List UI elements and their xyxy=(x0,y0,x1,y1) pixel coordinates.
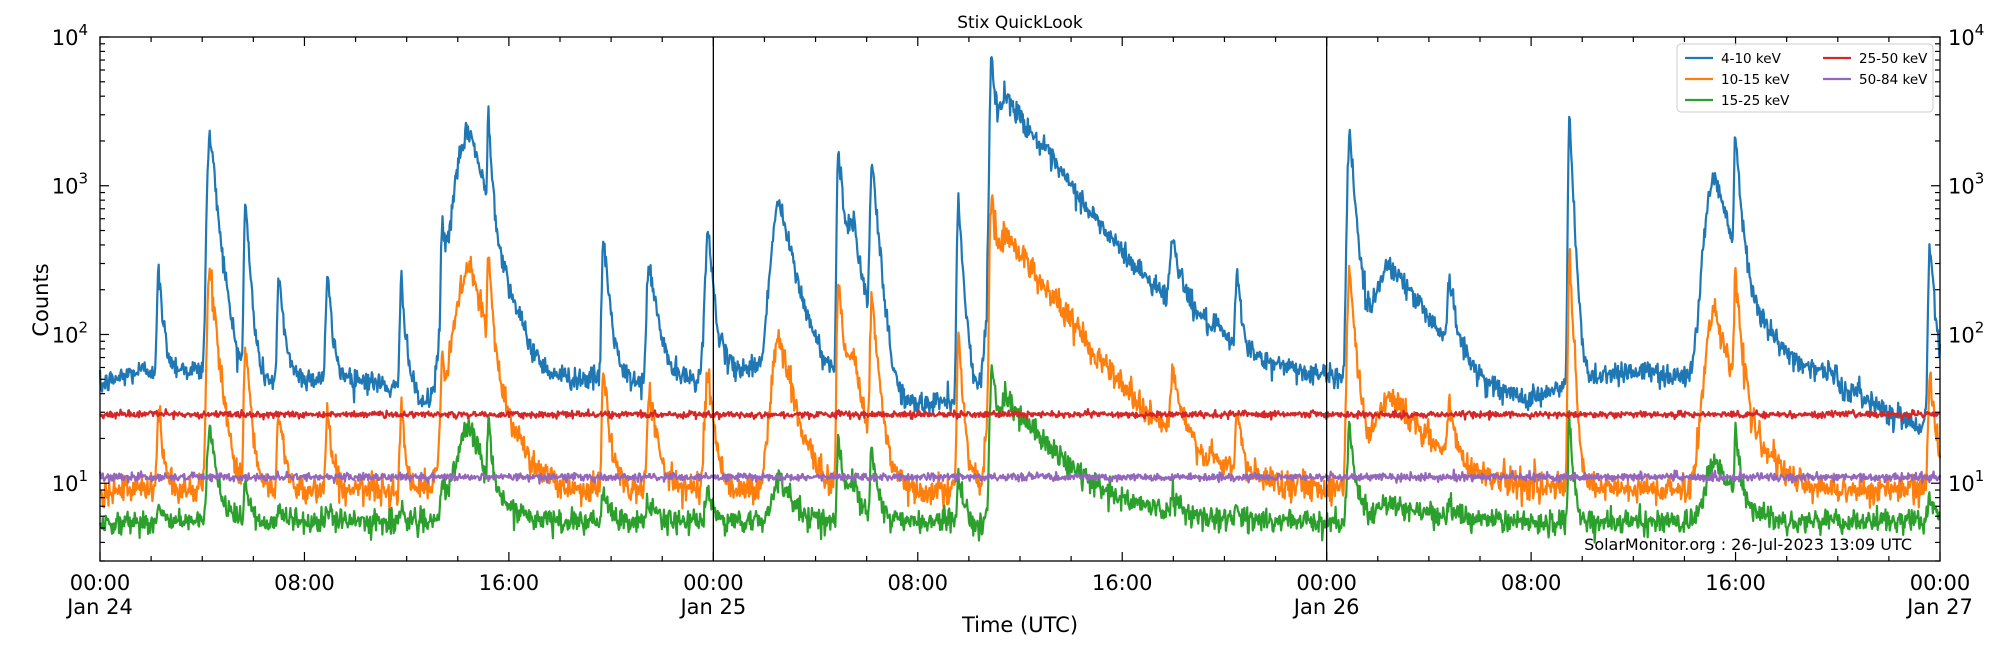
x-tick-label-time: 16:00 xyxy=(479,571,540,595)
legend: 4-10 keV 10-15 keV 15-25 keV 25-50 keV 50-84… xyxy=(1676,43,1934,113)
series-line-15-25kev xyxy=(98,364,1941,544)
y-tick-label-right: 104 xyxy=(1948,21,1984,50)
y-tick-exponent: 2 xyxy=(1975,318,1985,336)
series-line-4-10kev xyxy=(98,56,1942,435)
y-tick-label-left: 101 xyxy=(52,467,88,496)
y-tick-label-right: 101 xyxy=(1948,467,1984,496)
x-tick-label-time: 16:00 xyxy=(1705,571,1766,595)
y-tick-exponent: 1 xyxy=(78,467,88,485)
x-tick-label-time: 00:00 xyxy=(1910,571,1971,595)
legend-label: 25-50 keV xyxy=(1859,51,1928,67)
x-tick-label-time: 00:00 xyxy=(1296,571,1357,595)
y-tick-label-right: 102 xyxy=(1948,318,1984,347)
x-tick-label-date: Jan 26 xyxy=(1292,595,1360,619)
y-tick-base: 10 xyxy=(52,323,79,347)
legend-box xyxy=(1676,43,1934,113)
x-tick-label-time: 08:00 xyxy=(888,571,949,595)
y-tick-label-left: 103 xyxy=(52,170,88,199)
series-layer xyxy=(98,56,1942,544)
x-tick-label-date: Jan 24 xyxy=(65,595,133,619)
y-tick-base: 10 xyxy=(52,175,79,199)
series-line-10-15kev xyxy=(99,194,1942,513)
y-tick-base: 10 xyxy=(52,472,79,496)
legend-label: 50-84 keV xyxy=(1859,72,1928,88)
y-tick-base: 10 xyxy=(1948,323,1975,347)
y-axis-label: Counts xyxy=(29,263,53,336)
x-tick-label-time: 00:00 xyxy=(683,571,744,595)
y-tick-base: 10 xyxy=(1948,26,1975,50)
source-annotation: SolarMonitor.org : 26-Jul-2023 13:09 UTC xyxy=(1584,535,1912,554)
y-tick-exponent: 4 xyxy=(1975,21,1985,39)
y-tick-exponent: 1 xyxy=(1975,467,1985,485)
x-tick-label-time: 16:00 xyxy=(1092,571,1153,595)
legend-label: 15-25 keV xyxy=(1721,93,1790,109)
legend-label: 10-15 keV xyxy=(1721,72,1790,88)
y-tick-exponent: 4 xyxy=(78,21,88,39)
y-tick-label-left: 104 xyxy=(52,21,88,50)
chart-title: Stix QuickLook xyxy=(957,13,1083,33)
series-line-25-50kev xyxy=(99,408,1941,422)
x-tick-label-time: 08:00 xyxy=(1501,571,1562,595)
y-tick-base: 10 xyxy=(52,26,79,50)
y-tick-exponent: 2 xyxy=(78,318,88,336)
x-axis-label: Time (UTC) xyxy=(961,613,1078,637)
y-tick-exponent: 3 xyxy=(1975,170,1985,188)
y-tick-label-right: 103 xyxy=(1948,170,1984,199)
y-tick-label-left: 102 xyxy=(52,318,88,347)
y-tick-base: 10 xyxy=(1948,472,1975,496)
legend-label: 4-10 keV xyxy=(1721,51,1782,67)
x-tick-label-date: Jan 25 xyxy=(678,595,746,619)
y-tick-base: 10 xyxy=(1948,175,1975,199)
x-tick-label-time: 08:00 xyxy=(274,571,335,595)
series-line-50-84kev xyxy=(98,468,1942,485)
y-tick-exponent: 3 xyxy=(78,170,88,188)
x-tick-label-date: Jan 27 xyxy=(1905,595,1973,619)
x-tick-label-time: 00:00 xyxy=(70,571,131,595)
